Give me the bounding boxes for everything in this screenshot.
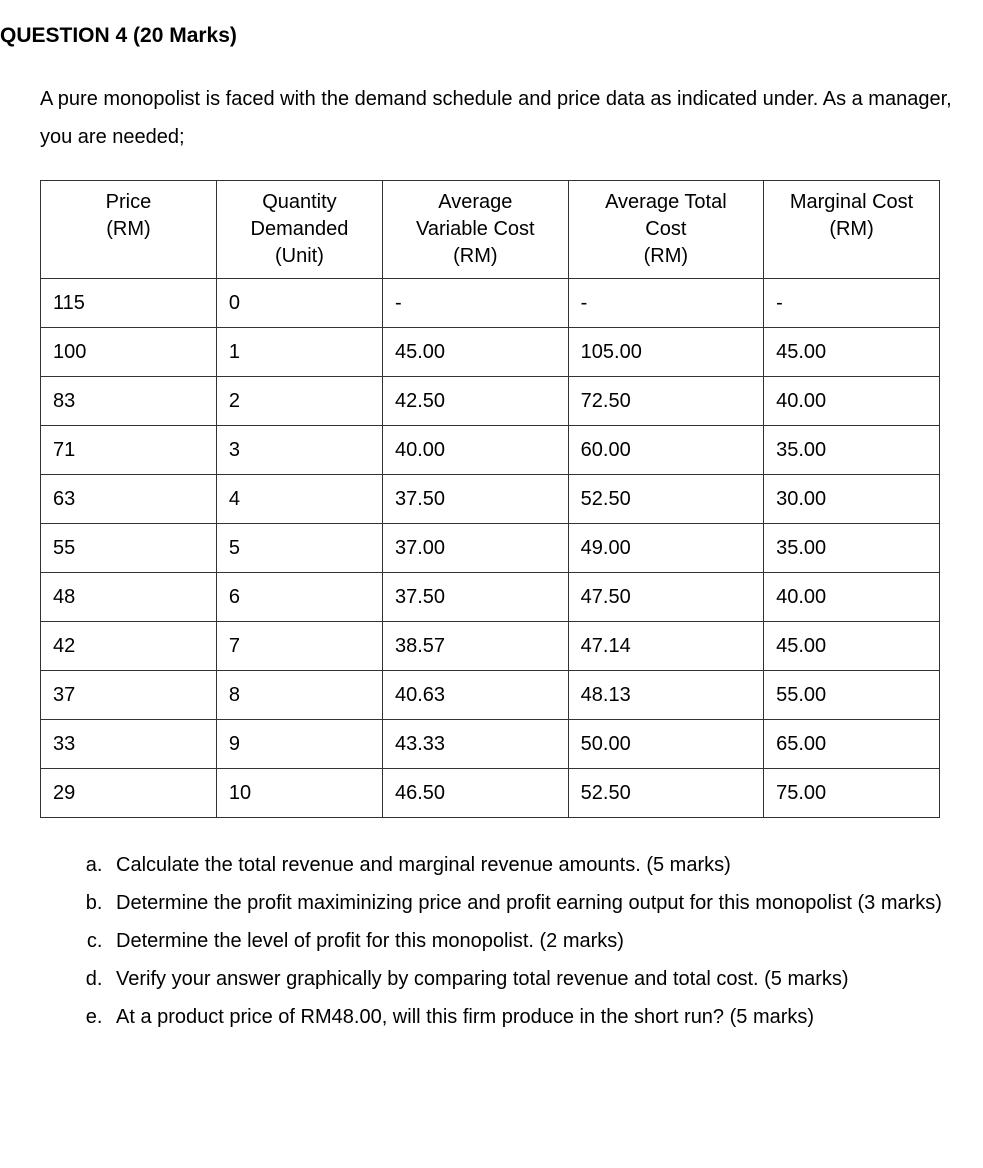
cell-atc: 47.50 bbox=[568, 572, 763, 621]
cell-atc: 105.00 bbox=[568, 327, 763, 376]
cell-mc: - bbox=[764, 278, 940, 327]
cell-qty: 1 bbox=[216, 327, 382, 376]
table-row: 48637.5047.5040.00 bbox=[41, 572, 940, 621]
col-header-price: Price (RM) bbox=[41, 180, 217, 278]
table-row: 55537.0049.0035.00 bbox=[41, 523, 940, 572]
col-header-avc: Average Variable Cost (RM) bbox=[382, 180, 568, 278]
cell-qty: 3 bbox=[216, 425, 382, 474]
intro-block: A pure monopolist is faced with the dema… bbox=[0, 80, 953, 156]
table-header-row: Price (RM) Quantity Demanded (Unit) Aver… bbox=[41, 180, 940, 278]
question-item: Calculate the total revenue and marginal… bbox=[108, 846, 953, 884]
question-heading: QUESTION 4 (20 Marks) bbox=[0, 20, 953, 52]
cell-mc: 30.00 bbox=[764, 474, 940, 523]
table-row: 63437.5052.5030.00 bbox=[41, 474, 940, 523]
col-header-unit: (Unit) bbox=[275, 245, 324, 267]
cell-atc: 52.50 bbox=[568, 474, 763, 523]
col-header-label2: Cost bbox=[645, 218, 686, 240]
question-item: Verify your answer graphically by compar… bbox=[108, 960, 953, 998]
question-item: Determine the level of profit for this m… bbox=[108, 922, 953, 960]
cell-price: 115 bbox=[41, 278, 217, 327]
table-row: 100145.00105.0045.00 bbox=[41, 327, 940, 376]
cell-avc: 40.63 bbox=[382, 670, 568, 719]
table-row: 42738.5747.1445.00 bbox=[41, 621, 940, 670]
cell-atc: 72.50 bbox=[568, 376, 763, 425]
cell-qty: 7 bbox=[216, 621, 382, 670]
question-item: At a product price of RM48.00, will this… bbox=[108, 998, 953, 1036]
col-header-mc: Marginal Cost (RM) bbox=[764, 180, 940, 278]
cell-avc: 45.00 bbox=[382, 327, 568, 376]
cell-avc: 38.57 bbox=[382, 621, 568, 670]
table-row: 1150--- bbox=[41, 278, 940, 327]
cell-qty: 2 bbox=[216, 376, 382, 425]
cell-price: 29 bbox=[41, 768, 217, 817]
cost-demand-table: Price (RM) Quantity Demanded (Unit) Aver… bbox=[40, 180, 940, 818]
col-header-label2: Demanded bbox=[251, 218, 349, 240]
cell-avc: 37.00 bbox=[382, 523, 568, 572]
cell-mc: 65.00 bbox=[764, 719, 940, 768]
col-header-atc: Average Total Cost (RM) bbox=[568, 180, 763, 278]
cell-avc: 37.50 bbox=[382, 572, 568, 621]
col-header-qty: Quantity Demanded (Unit) bbox=[216, 180, 382, 278]
cell-avc: 37.50 bbox=[382, 474, 568, 523]
cell-atc: 52.50 bbox=[568, 768, 763, 817]
cell-avc: - bbox=[382, 278, 568, 327]
cell-avc: 40.00 bbox=[382, 425, 568, 474]
cell-mc: 35.00 bbox=[764, 523, 940, 572]
col-header-label: Marginal Cost bbox=[790, 191, 913, 213]
cell-mc: 45.00 bbox=[764, 621, 940, 670]
col-header-unit: (RM) bbox=[644, 245, 688, 267]
cell-qty: 4 bbox=[216, 474, 382, 523]
col-header-label: Average Total bbox=[605, 191, 727, 213]
cell-mc: 75.00 bbox=[764, 768, 940, 817]
col-header-unit: (RM) bbox=[453, 245, 497, 267]
cell-avc: 46.50 bbox=[382, 768, 568, 817]
data-table-wrap: Price (RM) Quantity Demanded (Unit) Aver… bbox=[0, 180, 953, 818]
cell-atc: 47.14 bbox=[568, 621, 763, 670]
cell-mc: 35.00 bbox=[764, 425, 940, 474]
cell-atc: - bbox=[568, 278, 763, 327]
cell-atc: 60.00 bbox=[568, 425, 763, 474]
cell-price: 55 bbox=[41, 523, 217, 572]
question-item: Determine the profit maximinizing price … bbox=[108, 884, 953, 922]
cell-price: 100 bbox=[41, 327, 217, 376]
cell-mc: 45.00 bbox=[764, 327, 940, 376]
col-header-label2: Variable Cost bbox=[416, 218, 535, 240]
table-body: 1150---100145.00105.0045.0083242.5072.50… bbox=[41, 278, 940, 817]
cell-price: 48 bbox=[41, 572, 217, 621]
cell-atc: 50.00 bbox=[568, 719, 763, 768]
cell-qty: 5 bbox=[216, 523, 382, 572]
cell-avc: 43.33 bbox=[382, 719, 568, 768]
col-header-unit: (RM) bbox=[829, 218, 873, 240]
col-header-label: Price bbox=[106, 191, 152, 213]
cell-mc: 40.00 bbox=[764, 572, 940, 621]
table-row: 71340.0060.0035.00 bbox=[41, 425, 940, 474]
intro-text: A pure monopolist is faced with the dema… bbox=[40, 80, 953, 156]
cell-qty: 8 bbox=[216, 670, 382, 719]
cell-price: 83 bbox=[41, 376, 217, 425]
sub-questions-list: Calculate the total revenue and marginal… bbox=[0, 846, 953, 1036]
cell-qty: 0 bbox=[216, 278, 382, 327]
table-row: 37840.6348.1355.00 bbox=[41, 670, 940, 719]
cell-avc: 42.50 bbox=[382, 376, 568, 425]
col-header-label: Quantity bbox=[262, 191, 336, 213]
cell-qty: 6 bbox=[216, 572, 382, 621]
cell-mc: 40.00 bbox=[764, 376, 940, 425]
cell-price: 71 bbox=[41, 425, 217, 474]
cell-atc: 49.00 bbox=[568, 523, 763, 572]
cell-price: 33 bbox=[41, 719, 217, 768]
table-row: 291046.5052.5075.00 bbox=[41, 768, 940, 817]
cell-mc: 55.00 bbox=[764, 670, 940, 719]
cell-price: 63 bbox=[41, 474, 217, 523]
cell-price: 37 bbox=[41, 670, 217, 719]
cell-price: 42 bbox=[41, 621, 217, 670]
cell-atc: 48.13 bbox=[568, 670, 763, 719]
table-row: 33943.3350.0065.00 bbox=[41, 719, 940, 768]
table-row: 83242.5072.5040.00 bbox=[41, 376, 940, 425]
cell-qty: 9 bbox=[216, 719, 382, 768]
col-header-unit: (RM) bbox=[106, 218, 150, 240]
col-header-label: Average bbox=[438, 191, 512, 213]
cell-qty: 10 bbox=[216, 768, 382, 817]
